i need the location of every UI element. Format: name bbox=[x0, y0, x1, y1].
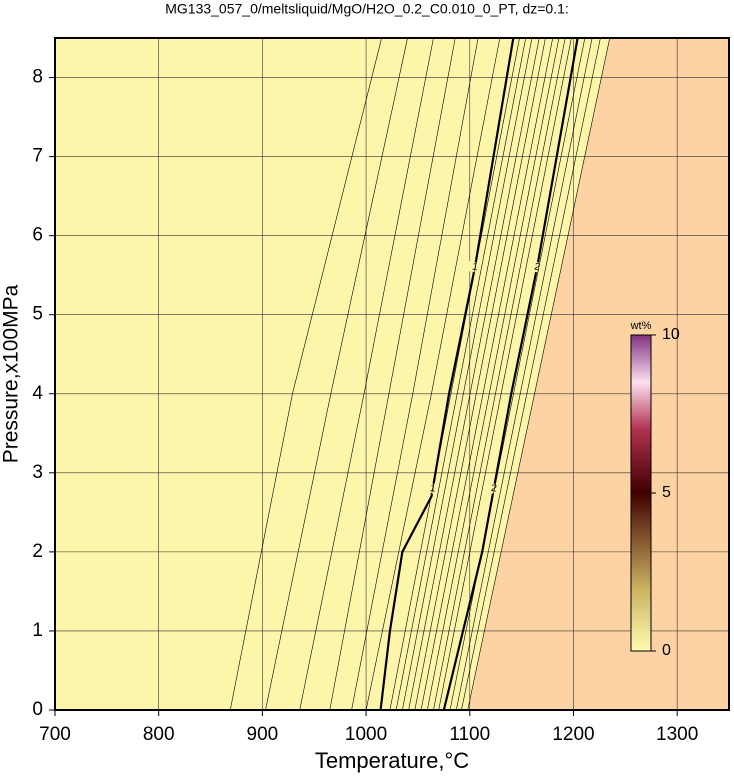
x-tick-label: 1200 bbox=[552, 724, 594, 745]
y-tick-label: 6 bbox=[32, 225, 43, 246]
colorbar-tick-label: 10 bbox=[662, 326, 680, 343]
contour-line bbox=[420, 38, 554, 710]
y-axis-label: Pressure,x100MPa bbox=[0, 284, 23, 463]
contour-line bbox=[449, 38, 586, 710]
contour-line bbox=[229, 38, 382, 710]
contour-label: 2 bbox=[490, 483, 498, 495]
contour-line bbox=[461, 38, 601, 710]
y-tick-label: 3 bbox=[32, 462, 43, 483]
contour-line bbox=[265, 38, 408, 710]
contour-line bbox=[389, 38, 520, 710]
contour-line bbox=[408, 38, 540, 710]
contour-line bbox=[455, 38, 593, 710]
contour-line bbox=[351, 38, 479, 710]
x-axis-label: Temperature,°C bbox=[315, 748, 469, 773]
contour-line bbox=[414, 38, 546, 710]
frame bbox=[54, 37, 730, 711]
contour-label-bg bbox=[486, 482, 502, 495]
colorbar-label: wt% bbox=[630, 320, 652, 332]
y-tick-label: 1 bbox=[32, 620, 43, 641]
contour-line bbox=[395, 38, 527, 710]
y-tick-label: 5 bbox=[32, 304, 43, 325]
x-tick-label: 900 bbox=[247, 724, 279, 745]
x-tick-label: 1000 bbox=[345, 724, 387, 745]
x-tick-label: 700 bbox=[39, 724, 71, 745]
contour-line bbox=[438, 38, 572, 710]
y-tick-label: 7 bbox=[32, 146, 43, 167]
y-tick-label: 2 bbox=[32, 541, 43, 562]
contour-line bbox=[467, 38, 611, 710]
colorbar bbox=[630, 334, 652, 652]
colorbar-tick-label: 0 bbox=[662, 642, 671, 659]
x-tick-label: 800 bbox=[143, 724, 175, 745]
y-tick-label: 0 bbox=[32, 699, 43, 720]
colorbar-tick-label: 5 bbox=[662, 484, 671, 501]
contour-line bbox=[329, 38, 456, 710]
x-tick-label: 1100 bbox=[449, 724, 490, 745]
contour-line bbox=[442, 38, 579, 710]
contour-line bbox=[402, 38, 533, 710]
contour-line bbox=[426, 38, 560, 710]
contour-label: 2 bbox=[533, 261, 541, 273]
contour-line bbox=[365, 38, 501, 710]
chart-title: MG133_057_0/meltsliquid/MgO/H2O_0.2_C0.0… bbox=[165, 1, 569, 17]
y-tick-label: 8 bbox=[32, 67, 43, 88]
y-tick-label: 4 bbox=[32, 383, 43, 404]
contour-label-bg bbox=[467, 260, 483, 274]
contour-label-bg bbox=[529, 260, 546, 274]
contour-line bbox=[433, 38, 566, 710]
x-tick-label: 1300 bbox=[656, 724, 698, 745]
high-fill bbox=[467, 38, 729, 710]
contour-label: 1 bbox=[429, 483, 437, 495]
contour-line bbox=[299, 38, 434, 710]
